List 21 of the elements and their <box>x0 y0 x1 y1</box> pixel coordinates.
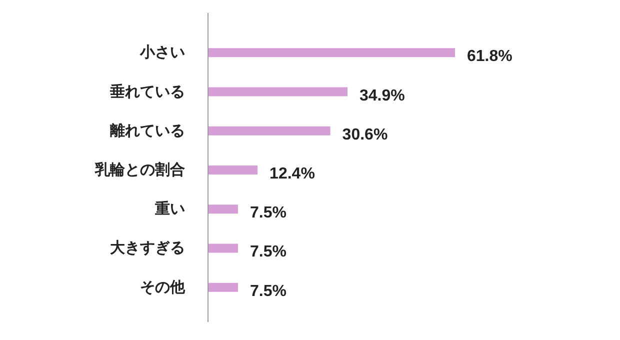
data-label: 12.4% <box>270 166 315 182</box>
y-tick-label: 乳輪との割合 <box>94 162 185 178</box>
bar <box>208 166 258 174</box>
bar <box>208 244 238 253</box>
data-label: 7.5% <box>250 244 286 261</box>
data-label: 7.5% <box>250 282 286 300</box>
y-tick-label: 小さい <box>139 44 185 62</box>
bar <box>208 48 455 58</box>
y-tick-label: 重い <box>154 200 185 218</box>
bar <box>208 282 238 292</box>
bar <box>208 204 238 214</box>
data-label: 61.8% <box>467 48 512 66</box>
data-label: 30.6% <box>342 126 388 144</box>
y-tick-label: 離れている <box>109 122 185 140</box>
data-label: 7.5% <box>250 204 286 222</box>
bar <box>208 126 330 136</box>
data-label: 34.9% <box>359 87 405 104</box>
y-tick-label: 大きすぎる <box>110 240 185 257</box>
y-tick-label: 垂れている <box>109 83 185 100</box>
y-tick-label: その他 <box>140 278 186 296</box>
bar <box>208 87 348 96</box>
